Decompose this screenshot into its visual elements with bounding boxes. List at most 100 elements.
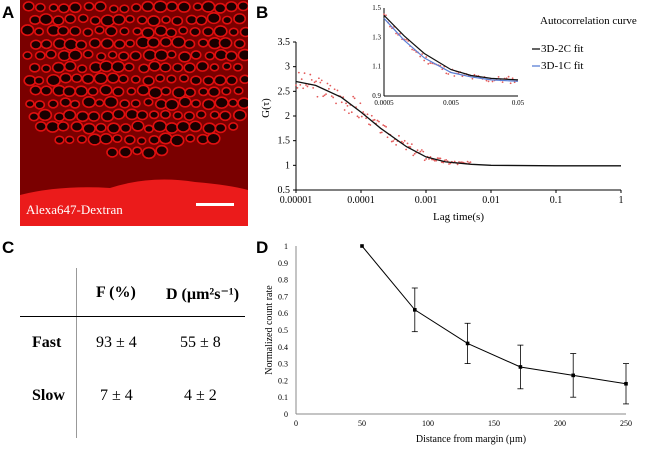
data-point bbox=[428, 158, 430, 160]
data-point bbox=[518, 365, 523, 369]
cell bbox=[125, 39, 136, 48]
y-tick-label: 1 bbox=[284, 242, 288, 251]
cell bbox=[34, 100, 46, 110]
cell bbox=[99, 60, 114, 73]
data-point bbox=[336, 89, 339, 92]
series-line bbox=[361, 245, 627, 385]
cell bbox=[62, 109, 77, 121]
data-point bbox=[350, 111, 353, 114]
cell bbox=[155, 144, 169, 157]
cell bbox=[77, 13, 89, 24]
cell bbox=[202, 98, 216, 111]
cell bbox=[112, 108, 126, 120]
cell bbox=[184, 87, 196, 98]
data-point bbox=[433, 159, 436, 162]
cell bbox=[160, 109, 171, 120]
cell bbox=[130, 75, 141, 84]
cell bbox=[136, 109, 149, 121]
y-tick-label: 1.5 bbox=[278, 136, 291, 147]
cell bbox=[119, 4, 130, 14]
cell bbox=[46, 73, 61, 87]
cell bbox=[172, 62, 184, 73]
inset-data-point bbox=[461, 75, 464, 78]
y-tick-label: 2.5 bbox=[278, 86, 291, 97]
cell bbox=[195, 15, 208, 26]
data-point bbox=[425, 158, 428, 160]
cell bbox=[94, 98, 105, 108]
data-point bbox=[398, 134, 400, 137]
inset-x-tick-label: 0.0005 bbox=[374, 99, 394, 107]
y-tick-label: 3.5 bbox=[278, 37, 291, 48]
cell bbox=[213, 74, 227, 86]
cell bbox=[197, 38, 209, 48]
cell bbox=[70, 121, 84, 133]
cell bbox=[107, 50, 118, 60]
cell bbox=[71, 73, 83, 84]
legend-title: Autocorrelation curve bbox=[540, 15, 637, 27]
x-axis-label: Lag time(s) bbox=[433, 211, 484, 223]
y-tick-label: 0 bbox=[284, 410, 288, 419]
data-point bbox=[465, 341, 470, 346]
cell bbox=[45, 49, 57, 60]
bright-margin bbox=[20, 179, 248, 226]
inset-data-point bbox=[453, 75, 456, 77]
y-tick-label: 0.8 bbox=[278, 276, 288, 285]
data-point bbox=[330, 95, 333, 98]
data-point bbox=[448, 163, 450, 165]
cell bbox=[38, 13, 54, 26]
inset-data-point bbox=[473, 73, 476, 76]
cell bbox=[119, 99, 131, 109]
data-point bbox=[329, 84, 332, 87]
cell bbox=[172, 86, 187, 99]
cell bbox=[81, 73, 95, 85]
cell-slow-d: 4 ± 2 bbox=[184, 387, 217, 404]
cell bbox=[74, 85, 88, 98]
cell bbox=[159, 62, 172, 73]
data-point bbox=[439, 157, 442, 160]
cell bbox=[221, 15, 233, 25]
cell bbox=[196, 60, 209, 72]
data-point bbox=[295, 84, 297, 87]
data-point bbox=[400, 140, 403, 143]
cell bbox=[112, 134, 123, 144]
cell bbox=[221, 86, 232, 96]
data-point bbox=[440, 161, 443, 164]
panel-label-d: D bbox=[256, 238, 269, 257]
cell bbox=[69, 99, 81, 109]
cell bbox=[206, 132, 221, 145]
cell bbox=[213, 25, 228, 38]
data-point bbox=[410, 143, 413, 146]
data-point bbox=[443, 159, 446, 162]
cell-texture bbox=[20, 0, 248, 226]
cell bbox=[192, 2, 203, 12]
cell bbox=[100, 110, 115, 123]
cell-slow-f: 7 ± 4 bbox=[100, 387, 133, 404]
cell bbox=[64, 13, 77, 24]
count-rate-chart: 0 50 100 150 200 250 0 0.1 0.2 0.3 0.4 0.5 0.6 0.7 0.8… bbox=[264, 242, 632, 445]
cell bbox=[124, 134, 136, 145]
inset-bg bbox=[380, 4, 524, 110]
cell bbox=[54, 135, 65, 145]
data-point bbox=[413, 152, 416, 155]
cell bbox=[202, 26, 215, 37]
data-point bbox=[333, 88, 336, 91]
data-point bbox=[372, 119, 375, 121]
cell bbox=[130, 3, 142, 13]
y-tick-label: 0.6 bbox=[278, 309, 288, 318]
data-point bbox=[325, 93, 327, 96]
y-tick-label: 0.2 bbox=[278, 376, 288, 385]
cell bbox=[141, 27, 155, 39]
cell bbox=[239, 26, 248, 38]
cell-fast-f: 93 ± 4 bbox=[96, 334, 137, 351]
cell bbox=[22, 51, 33, 60]
data-point bbox=[348, 112, 350, 115]
panel-label-c: C bbox=[2, 238, 15, 257]
cell bbox=[87, 133, 102, 146]
cell bbox=[132, 27, 143, 36]
data-point bbox=[392, 140, 395, 142]
x-tick-label: 0.001 bbox=[415, 195, 438, 206]
data-point bbox=[445, 158, 448, 161]
inset-data-point bbox=[421, 53, 424, 55]
data-point bbox=[340, 101, 343, 104]
data-point bbox=[435, 159, 438, 162]
